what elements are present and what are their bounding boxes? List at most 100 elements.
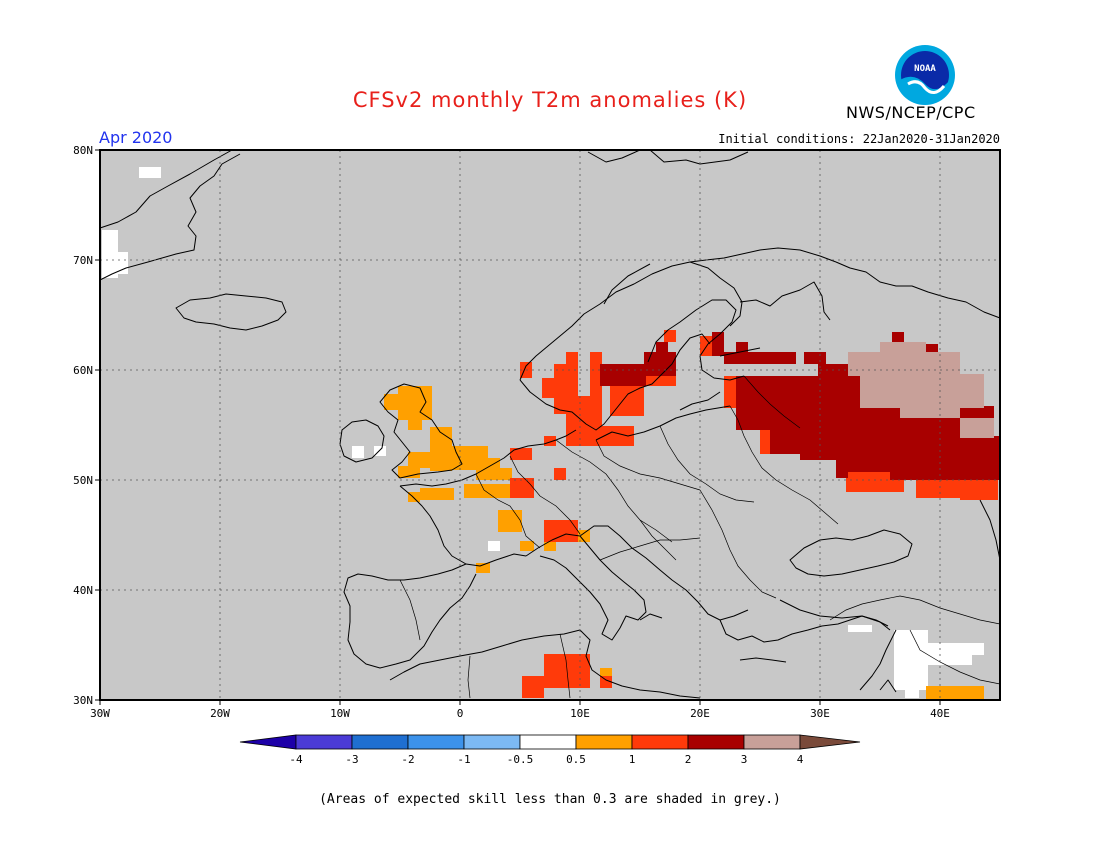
anomaly-cell-greenland [139,167,161,178]
legend-arrow-right [799,734,861,750]
legend-swatch [743,734,801,750]
lon-label: 20W [210,707,230,720]
anomaly-cell [644,376,676,386]
lat-label: 70N [73,254,93,267]
anomaly-cell-northeast-russia [848,352,960,376]
anomaly-cell [892,332,904,342]
anomaly-cell [510,478,534,498]
anomaly-cell [724,352,796,364]
anomaly-cell [916,480,974,498]
lat-label: 60N [73,364,93,377]
anomaly-cell [960,478,998,500]
anomaly-cell-greenland-coast [102,230,118,278]
anomaly-cell [960,406,994,418]
legend-swatch [351,734,409,750]
lat-label: 80N [73,144,93,157]
anomaly-cell [804,352,826,364]
anomaly-cell [656,342,668,354]
legend-swatch [631,734,689,750]
legend-swatch [295,734,353,750]
legend-label: -1 [457,753,470,766]
anomaly-cell [544,541,556,551]
legend-label: 0.5 [566,753,586,766]
anomaly-cell [890,410,960,480]
anomaly-cell [926,344,938,354]
legend-label: -2 [401,753,414,766]
lat-label: 50N [73,474,93,487]
anomaly-cell [116,252,128,274]
logo-text: NOAA [914,64,936,74]
anomaly-cell [900,406,960,418]
anomaly-cell [476,563,490,573]
anomaly-cell-france [464,484,510,498]
coastline-layer [99,149,1001,699]
anomaly-cell-volga [956,436,1000,480]
anomaly-cell-arabia [926,686,984,700]
gridlines [100,150,1000,700]
legend-swatch [463,734,521,750]
lon-label: 0 [457,707,464,720]
anomaly-cell [408,492,420,502]
anomaly-layer [102,167,1000,700]
anomaly-cell-central-sweden [600,364,646,386]
anomaly-cell-baltics-russia [736,376,826,430]
anomaly-cell [860,374,984,408]
legend-swatch [575,734,633,750]
noaa-logo-icon: NOAA [895,45,955,105]
color-legend [239,734,861,750]
anomaly-cell-baltic [610,386,644,416]
lon-labels: 30W 20W 10W 0 10E 20E 30E 40E [90,707,950,720]
anomaly-cell [960,418,994,438]
map-frame [99,149,1001,701]
anomaly-cell [476,468,512,480]
legend-arrow-left [239,734,297,750]
anomaly-cell-denmark [566,426,634,446]
lat-label: 30N [73,694,93,707]
anomaly-cell [800,450,822,460]
lon-label: 10W [330,707,350,720]
legend-label: 2 [685,753,692,766]
anomaly-cell [420,488,454,500]
lat-labels: 80N 70N 60N 50N 40N 30N [73,144,93,707]
organization-label: NWS/NCEP/CPC [846,103,976,122]
anomaly-cell-alps [544,520,578,542]
anomaly-cell-massif [498,510,522,532]
chart-title: CFSv2 monthly T2m anomalies (K) [352,88,748,112]
skill-footnote: (Areas of expected skill less than 0.3 a… [319,792,781,807]
initial-conditions-label: Initial conditions: 22Jan2020-31Jan2020 [718,132,1000,146]
lon-label: 20E [690,707,710,720]
legend-labels: -4 -3 -2 -1 -0.5 0.5 1 2 3 4 [289,753,803,766]
anomaly-cell [600,668,612,678]
legend-label: 3 [741,753,748,766]
anomaly-cell [880,342,926,354]
anomaly-cell [542,378,556,398]
anomaly-cell [408,418,422,430]
legend-swatch [687,734,745,750]
lon-label: 10E [570,707,590,720]
legend-label: -4 [289,753,303,766]
legend-label: -3 [345,753,358,766]
anomaly-cell [374,446,386,456]
anomaly-cell [848,625,872,632]
anomaly-cell [520,541,534,551]
anomaly-cell [408,452,442,468]
legend-swatch [407,734,465,750]
legend-swatch [519,734,577,750]
lon-label: 40E [930,707,950,720]
anomaly-cell [488,541,500,551]
anomaly-cell [352,446,364,458]
lat-label: 40N [73,584,93,597]
legend-label: 1 [629,753,636,766]
legend-label: -0.5 [507,753,534,766]
anomaly-cell [905,678,919,698]
anomaly-cell [960,643,984,655]
anomaly-cell [566,352,578,368]
lon-label: 30W [90,707,110,720]
anomaly-cell [554,468,566,480]
anomaly-cell [644,352,676,376]
anomaly-cell [600,676,612,688]
lon-label: 30E [810,707,830,720]
anomaly-cell [522,676,544,698]
anomaly-cell [544,436,556,446]
